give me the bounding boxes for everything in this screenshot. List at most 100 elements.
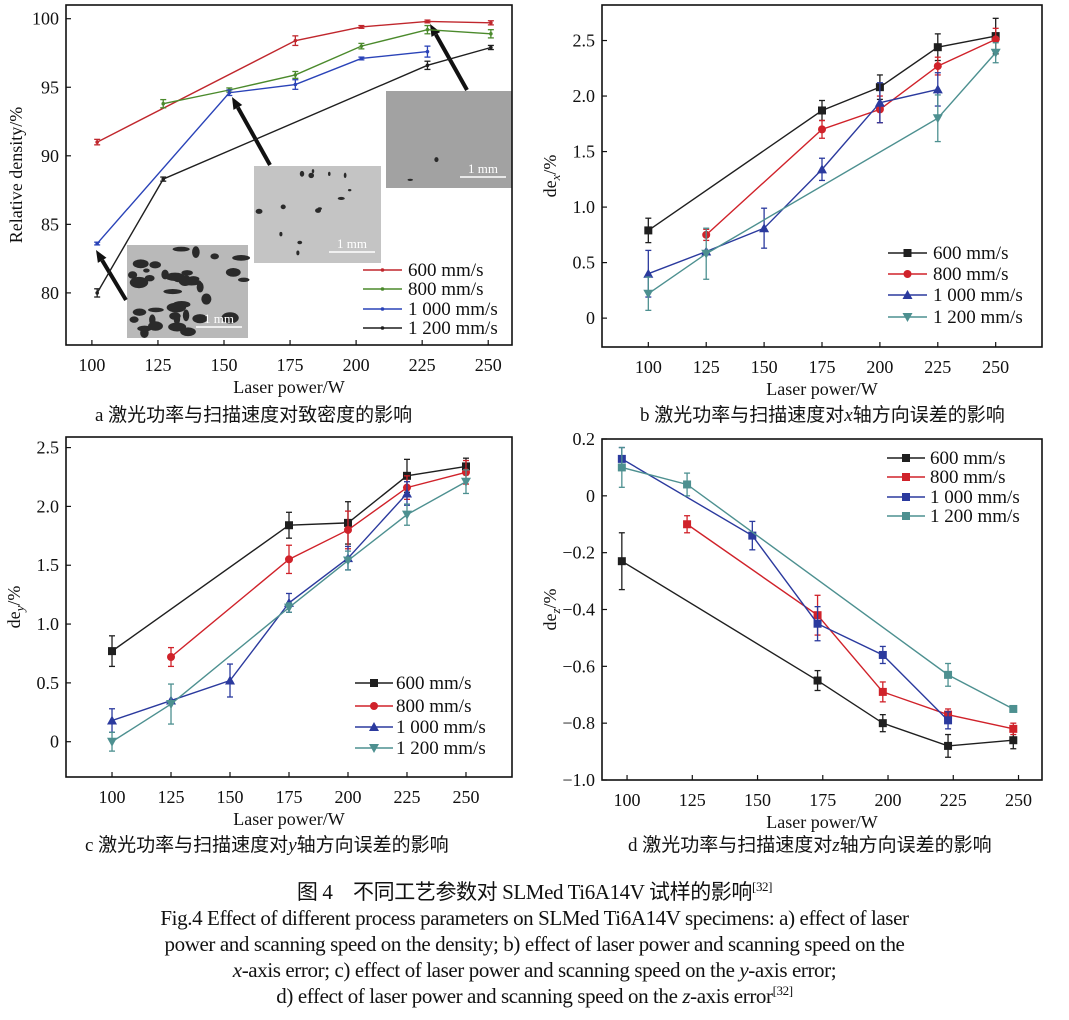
pore bbox=[308, 172, 315, 179]
x-tick-label: 125 bbox=[693, 357, 720, 377]
legend-marker bbox=[902, 454, 910, 462]
series-line bbox=[705, 38, 996, 236]
x-tick-label: 150 bbox=[744, 790, 771, 810]
pore bbox=[343, 172, 347, 179]
legend-marker bbox=[902, 313, 913, 322]
figure-caption-zh-text: 图 4 不同工艺参数对 SLMed Ti6A14V 试样的影响 bbox=[296, 880, 753, 904]
pore bbox=[192, 246, 200, 258]
y-tick-label: 2.5 bbox=[573, 31, 596, 51]
data-point bbox=[1009, 736, 1018, 745]
legend-marker bbox=[380, 287, 385, 291]
y-tick-label: 85 bbox=[41, 214, 59, 234]
series-line bbox=[163, 28, 491, 105]
legend-label: 1 200 mm/s bbox=[930, 506, 1020, 527]
figure-caption-en-line3: x-axis error; c) effect of laser power a… bbox=[0, 958, 1069, 983]
data-point bbox=[818, 106, 826, 115]
x-tick-label: 200 bbox=[334, 787, 361, 807]
data-point bbox=[878, 687, 887, 696]
pore bbox=[201, 293, 212, 305]
data-point bbox=[683, 520, 692, 529]
data-point bbox=[293, 73, 298, 77]
x-tick-label: 225 bbox=[409, 355, 436, 375]
series-line bbox=[686, 523, 1014, 730]
y-tick-label: 0.2 bbox=[573, 429, 596, 449]
data-point bbox=[617, 557, 626, 566]
data-point bbox=[748, 531, 757, 540]
caption-d-prefix: d 激光功率与扫描速度对 bbox=[628, 835, 833, 856]
data-point bbox=[878, 650, 887, 659]
pore bbox=[129, 276, 149, 289]
data-point bbox=[933, 43, 942, 52]
data-point bbox=[342, 556, 353, 566]
data-point bbox=[944, 670, 953, 679]
data-point bbox=[701, 249, 712, 259]
series-line bbox=[111, 492, 408, 722]
legend-label: 1 000 mm/s bbox=[933, 285, 1023, 306]
x-tick-label: 150 bbox=[751, 357, 778, 377]
data-point bbox=[944, 716, 953, 725]
legend-label: 600 mm/s bbox=[408, 260, 483, 281]
legend-label: 1 200 mm/s bbox=[396, 738, 486, 759]
data-point bbox=[425, 27, 430, 32]
y-tick-label: 1.0 bbox=[37, 614, 60, 634]
series-line bbox=[621, 466, 1014, 710]
legend-marker bbox=[902, 290, 913, 299]
data-point bbox=[293, 38, 298, 43]
y-axis-label: dex/% bbox=[540, 155, 563, 198]
pore bbox=[143, 268, 150, 273]
y-axis-label-sub: x bbox=[548, 174, 563, 181]
micrograph-background bbox=[386, 91, 512, 188]
legend-label: 800 mm/s bbox=[933, 264, 1008, 285]
pore bbox=[181, 270, 193, 276]
y-tick-label: 1.5 bbox=[37, 555, 60, 575]
y-tick-label: −1.0 bbox=[562, 770, 595, 790]
x-tick-label: 150 bbox=[217, 787, 244, 807]
series-line bbox=[647, 52, 997, 295]
caption-b-suffix: 轴方向误差的影响 bbox=[852, 405, 1005, 426]
pore bbox=[178, 275, 192, 287]
series-1200mm-s bbox=[643, 42, 1001, 312]
data-point bbox=[817, 164, 827, 174]
micrograph-inset: 1 mm bbox=[232, 97, 381, 263]
figure-caption-en-line1-text: Fig.4 Effect of different process parame… bbox=[160, 906, 909, 930]
caption-b-prefix: b 激光功率与扫描速度对 bbox=[640, 405, 845, 426]
data-point bbox=[460, 477, 471, 487]
arrow-shaft bbox=[434, 33, 469, 91]
data-point bbox=[990, 48, 1001, 58]
figure-caption-en-line4-end: -axis error bbox=[690, 984, 773, 1008]
series-1000mm-s bbox=[643, 72, 943, 298]
y-tick-label: −0.4 bbox=[562, 600, 595, 620]
data-point bbox=[107, 715, 118, 725]
data-point bbox=[932, 114, 943, 124]
figure-caption-en-line4-text: d) effect of laser power and scanning sp… bbox=[276, 984, 683, 1008]
arrow-head bbox=[96, 250, 107, 263]
pore bbox=[148, 321, 163, 331]
data-point bbox=[293, 82, 298, 87]
x-tick-label: 125 bbox=[158, 787, 185, 807]
pore bbox=[225, 267, 241, 277]
data-point bbox=[95, 140, 99, 144]
caption-b-var: x bbox=[844, 405, 853, 426]
data-point bbox=[108, 647, 117, 656]
figure-caption-en-line3-end: -axis error; bbox=[748, 958, 837, 982]
legend-label: 800 mm/s bbox=[930, 467, 1005, 488]
legend-marker bbox=[902, 473, 910, 481]
series-line bbox=[648, 88, 938, 275]
y-tick-label: 2.0 bbox=[37, 496, 60, 516]
figure-caption-en-line2: power and scanning speed on the density;… bbox=[0, 932, 1069, 957]
pore bbox=[132, 308, 147, 316]
y-tick-label: 2.0 bbox=[573, 86, 596, 106]
data-point bbox=[161, 101, 166, 106]
y-axis-label-unit: /% bbox=[540, 588, 560, 608]
caption-c-suffix: 轴方向误差的影响 bbox=[296, 835, 449, 856]
pore bbox=[172, 246, 190, 252]
pore bbox=[280, 204, 286, 210]
y-axis-label-sub: y bbox=[12, 605, 27, 613]
data-point bbox=[284, 603, 294, 613]
pore bbox=[255, 208, 263, 214]
y-tick-label: 0 bbox=[586, 486, 595, 506]
pore bbox=[163, 288, 183, 295]
pore bbox=[327, 171, 331, 176]
pore bbox=[299, 170, 305, 177]
y-tick-label: −0.2 bbox=[562, 543, 595, 563]
